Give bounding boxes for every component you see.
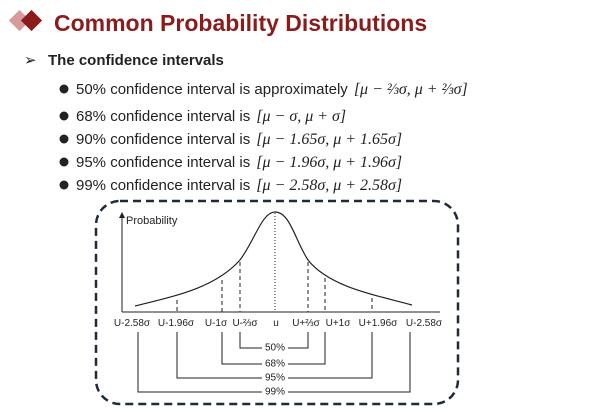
x-label: U-2.58σ bbox=[114, 318, 151, 329]
bullet: 68% confidence interval is [μ − σ, μ + σ] bbox=[76, 108, 346, 125]
bullet-text: 90% confidence interval is bbox=[76, 131, 250, 148]
axis-arrow bbox=[119, 212, 125, 218]
interval-label: 50% bbox=[265, 343, 285, 354]
bullet-dot bbox=[59, 180, 69, 190]
bullet: 50% confidence interval is approximately… bbox=[76, 81, 468, 98]
x-label: U-1σ bbox=[205, 318, 228, 329]
heading: The confidence intervals bbox=[48, 52, 224, 69]
interval-label: 95% bbox=[265, 373, 285, 384]
bullet: 95% confidence interval is [μ − 1.96σ, μ … bbox=[76, 154, 402, 171]
x-label: U-⅔σ bbox=[232, 318, 258, 329]
bracket bbox=[221, 332, 326, 365]
formula: [μ − ⅔σ, μ + ⅔σ] bbox=[354, 81, 468, 98]
x-label: U-1.96σ bbox=[158, 318, 195, 329]
bullet-dot bbox=[59, 134, 69, 144]
interval-label: 99% bbox=[265, 387, 285, 398]
diagram: Probability U-2.58σ U-1.96σ U-1σ U-⅔σ u … bbox=[94, 199, 460, 406]
normal-curve bbox=[134, 211, 413, 307]
bullet-dot bbox=[59, 111, 69, 121]
arrow-bullet: ➢ bbox=[24, 52, 37, 69]
title: Common Probability Distributions bbox=[54, 10, 427, 36]
bullet-text: 95% confidence interval is bbox=[76, 154, 250, 171]
bullet-list: 50% confidence interval is approximately… bbox=[59, 81, 468, 194]
bullet-dot bbox=[59, 84, 69, 94]
bullet-dot bbox=[59, 157, 69, 167]
bracket bbox=[239, 332, 309, 349]
bullet-text: 50% confidence interval is approximately bbox=[76, 81, 348, 98]
dashed-frame bbox=[94, 199, 460, 406]
bullet: 99% confidence interval is [μ − 2.58σ, μ … bbox=[76, 177, 402, 194]
formula: [μ − σ, μ + σ] bbox=[256, 108, 346, 125]
axis-label: Probability bbox=[126, 215, 178, 227]
formula: [μ − 1.65σ, μ + 1.65σ] bbox=[256, 131, 402, 148]
bullet-text: 68% confidence interval is bbox=[76, 108, 250, 125]
bullet-text: 99% confidence interval is bbox=[76, 177, 250, 194]
formula: [μ − 2.58σ, μ + 2.58σ] bbox=[256, 177, 402, 194]
x-label: U+1σ bbox=[326, 318, 352, 329]
x-label: U+⅔σ bbox=[292, 318, 320, 329]
x-label: U-2.58σ bbox=[406, 318, 443, 329]
icon-diamond bbox=[8, 9, 31, 32]
interval-label: 68% bbox=[265, 359, 285, 370]
bullet: 90% confidence interval is [μ − 1.65σ, μ … bbox=[76, 131, 402, 148]
x-label: u bbox=[273, 318, 279, 329]
bracket bbox=[176, 332, 373, 379]
bracket bbox=[137, 332, 411, 393]
formula: [μ − 1.96σ, μ + 1.96σ] bbox=[256, 154, 402, 171]
x-label: U+1.96σ bbox=[359, 318, 399, 329]
